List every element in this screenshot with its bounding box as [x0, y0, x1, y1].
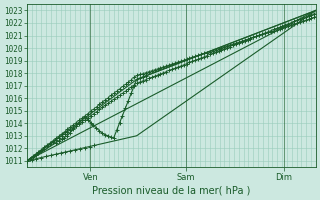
X-axis label: Pression niveau de la mer( hPa ): Pression niveau de la mer( hPa ): [92, 186, 251, 196]
